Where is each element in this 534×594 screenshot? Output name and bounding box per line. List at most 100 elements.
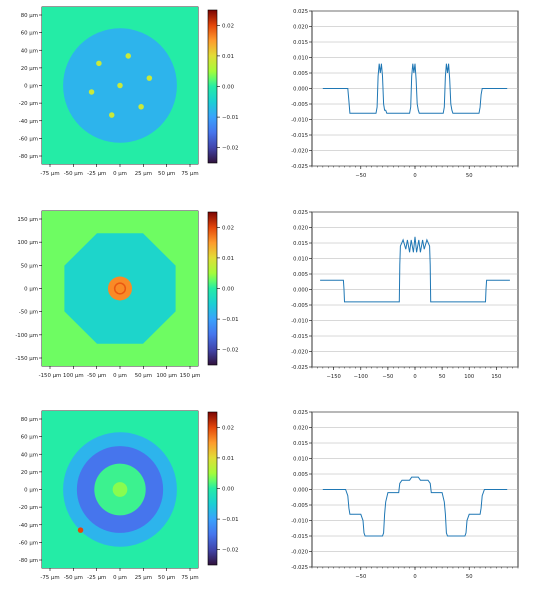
colorbar-ticks: 0.02 0.01 0.00 −0.01 −0.02: [217, 225, 239, 354]
colorbar-tick-label: 0.02: [222, 23, 234, 29]
y-tick-label: 0.000: [293, 87, 308, 93]
colorbar-tick-label: −0.01: [222, 317, 239, 323]
heatmap-dot: [146, 75, 153, 81]
y-tick-label: 0.020: [293, 426, 308, 432]
x-tick-label: 100: [464, 374, 474, 380]
x-tick-label: -50 µm: [64, 171, 83, 177]
y-tick-label: -0.025: [291, 365, 308, 371]
x-tick-label: 75 µm: [181, 575, 198, 581]
y-tick-label: -0.005: [291, 102, 308, 108]
y-tick-label: -0.025: [291, 164, 308, 170]
heatmap-dot: [125, 53, 132, 59]
y-tick-label: -0.005: [291, 303, 308, 309]
y-tick-label: 100 µm: [17, 240, 38, 246]
x-tick-label: 100 µm: [63, 373, 84, 379]
y-tick-label: -0.010: [291, 118, 308, 124]
y-tick-label: 0 µm: [24, 488, 38, 494]
line-plot-content: 0.025 0.020 0.015 0.010 0.005 0.000 -0.005 -0.0…: [291, 210, 519, 380]
x-tick-label: -50 µm: [87, 373, 106, 379]
heatmap-image: [42, 411, 198, 568]
y-tick-label: 60 µm: [21, 31, 38, 37]
x-tick-label: 75 µm: [181, 171, 198, 177]
y-tick-label: 0.000: [293, 288, 308, 294]
colorbar-tick-label: 0.00: [222, 287, 235, 293]
heatmap-axes: -75 µm -50 µm -25 µm 0 µm 25 µm 50 µm 75 µm 80 …: [19, 13, 199, 177]
heatmap-disk: [107, 276, 133, 301]
y-tick-label: 0.015: [293, 40, 308, 46]
profile-line: [320, 236, 510, 303]
x-tick-label: 25 µm: [135, 575, 152, 581]
y-tick-label: -0.005: [291, 503, 308, 509]
x-tick-label: 50: [466, 574, 473, 580]
y-tick-label: 50 µm: [21, 263, 38, 269]
y-tick-label: -80 µm: [19, 154, 38, 160]
x-tick-label: 50 µm: [158, 171, 175, 177]
heatmap-dot: [88, 89, 95, 95]
colorbar-2: 0.02 0.01 0.00 −0.01 −0.02: [207, 211, 239, 366]
colorbar-tick-label: 0.00: [222, 85, 235, 91]
x-tick-label: 0 µm: [113, 575, 127, 581]
y-tick-label: 80 µm: [21, 13, 38, 19]
colorbar-tick-label: 0.02: [222, 225, 234, 231]
y-tick-label: -0.010: [291, 319, 308, 325]
y-tick-label: -0.020: [291, 550, 308, 556]
y-tick-label: 0.005: [293, 71, 308, 77]
y-tick-label: 0.010: [293, 257, 308, 263]
heatmap-panel-3: -75 µm -50 µm -25 µm 0 µm 25 µm 50 µm 75 µm 80 …: [19, 410, 199, 581]
colorbar-ticks: 0.02 0.01 0.00 −0.01 −0.02: [217, 23, 239, 152]
y-tick-label: 0.025: [293, 9, 308, 15]
x-tick-label: −50: [355, 173, 366, 179]
heatmap-dot: [96, 60, 102, 67]
heatmap-dot: [77, 527, 84, 533]
x-tick-label: 0 µm: [113, 171, 127, 177]
y-tick-label: -50 µm: [19, 310, 38, 316]
line-panel-1: 0.025 0.020 0.015 0.010 0.005 0.000 -0.005 -0.0…: [291, 9, 519, 179]
heatmap-panel-2: -150 µm 100 µm -50 µm 0 µm 50 µm 100 µm 150 µm…: [15, 210, 200, 379]
colorbar-tick-label: 0.02: [222, 425, 234, 431]
y-tick-label: -0.010: [291, 519, 308, 525]
y-tick-label: 0 µm: [24, 287, 38, 293]
x-tick-label: 25 µm: [135, 171, 152, 177]
colorbar-1: 0.02 0.01 0.00 −0.01 −0.02: [207, 9, 239, 164]
y-tick-label: 0.000: [293, 488, 308, 494]
x-tick-label: 0 µm: [113, 373, 127, 379]
colorbar-tick-label: −0.02: [222, 548, 239, 554]
x-tick-label: −50: [382, 374, 393, 380]
y-tick-label: -100 µm: [15, 333, 38, 339]
y-tick-label: -150 µm: [15, 356, 38, 362]
y-tick-label: -0.025: [291, 565, 308, 571]
heatmap-axes: -75 µm -50 µm -25 µm 0 µm 25 µm 50 µm 75 µm 80 …: [19, 417, 199, 581]
y-tick-label: -40 µm: [19, 523, 38, 529]
x-tick-label: 100 µm: [156, 373, 177, 379]
y-tick-label: -40 µm: [19, 119, 38, 125]
colorbar-tick-label: −0.01: [222, 517, 239, 523]
colorbar-tick-label: −0.02: [222, 348, 239, 354]
y-tick-label: 80 µm: [21, 417, 38, 423]
x-tick-label: 50 µm: [158, 575, 175, 581]
y-tick-label: 0.025: [293, 410, 308, 416]
colorbar-gradient: [207, 411, 218, 566]
heatmap-ring: [113, 282, 127, 295]
heatmap-image: [42, 7, 198, 164]
colorbar-tick-label: 0.00: [222, 487, 235, 493]
x-tick-label: 50: [439, 374, 446, 380]
x-tick-label: -25 µm: [87, 575, 106, 581]
line-plot-content: 0.025 0.020 0.015 0.010 0.005 0.000 -0.005 -0.0…: [291, 410, 519, 580]
y-tick-label: 0.005: [293, 472, 308, 478]
y-tick-label: 60 µm: [21, 435, 38, 441]
x-tick-label: -25 µm: [87, 171, 106, 177]
y-tick-label: -0.015: [291, 133, 308, 139]
y-tick-label: -0.020: [291, 350, 308, 356]
y-tick-label: 0.005: [293, 272, 308, 278]
y-tick-label: -20 µm: [19, 101, 38, 107]
y-tick-label: 0.015: [293, 241, 308, 247]
y-tick-label: 0 µm: [24, 84, 38, 90]
x-tick-label: -75 µm: [40, 171, 59, 177]
x-tick-label: 150: [491, 374, 501, 380]
heatmap-dot: [138, 103, 144, 110]
line-plot-content: 0.025 0.020 0.015 0.010 0.005 0.000 -0.005 -0.0…: [291, 9, 519, 179]
colorbar-gradient: [207, 9, 218, 164]
y-tick-label: 150 µm: [17, 217, 38, 223]
profile-line: [322, 476, 508, 537]
